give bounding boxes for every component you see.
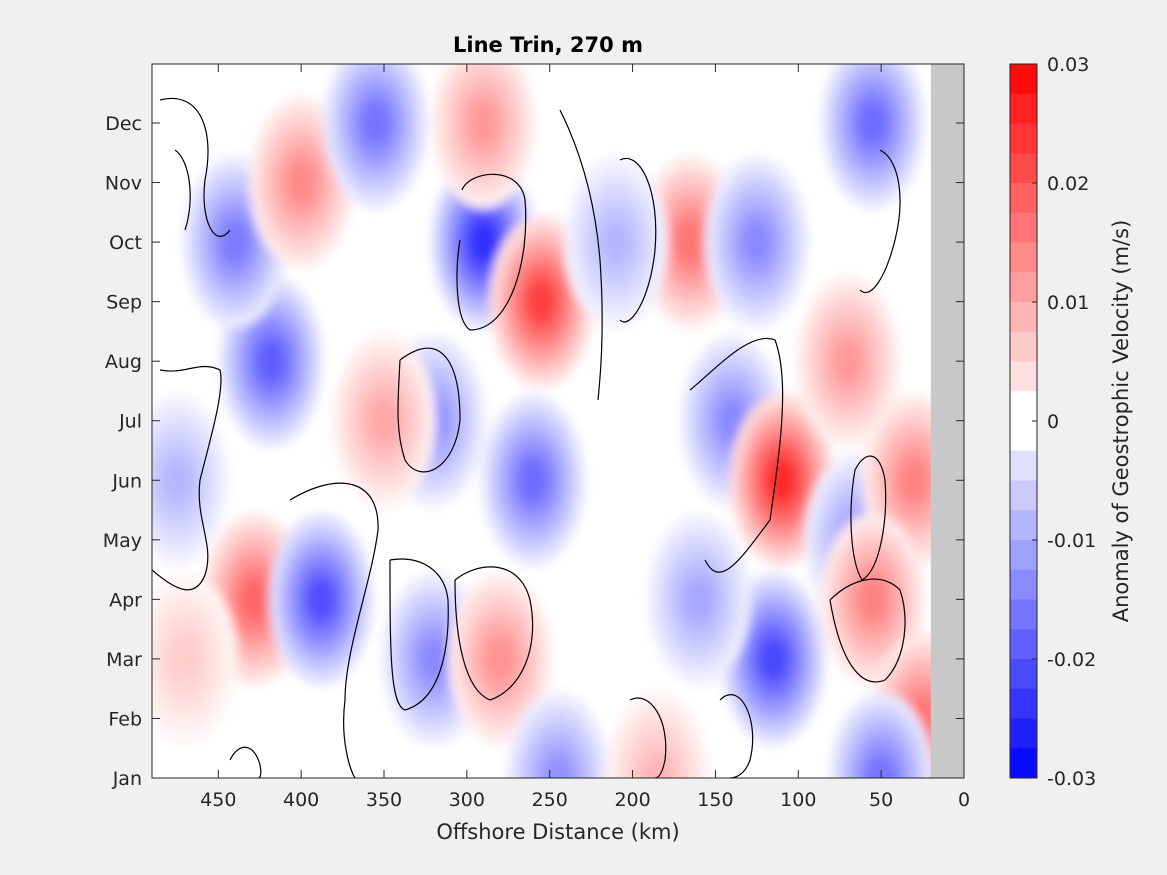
zero-contour bbox=[174, 149, 191, 231]
x-tick-label: 0 bbox=[958, 789, 970, 811]
colorbar-level bbox=[1010, 688, 1037, 719]
colorbar-level bbox=[1010, 183, 1037, 214]
zero-contour bbox=[159, 97, 231, 237]
anomaly-blob bbox=[152, 394, 229, 567]
colorbar-level bbox=[1010, 748, 1037, 779]
x-tick-label: 100 bbox=[780, 789, 816, 811]
y-tick-label: Jul bbox=[118, 411, 142, 433]
y-tick-label: Sep bbox=[106, 292, 142, 314]
anomaly-blob bbox=[182, 156, 287, 329]
colorbar-level bbox=[1010, 123, 1037, 154]
colorbar-label: Anomaly of Geostrophic Velocity (m/s) bbox=[1109, 220, 1133, 623]
colorbar-level bbox=[1010, 302, 1037, 333]
anomaly-blob bbox=[481, 394, 586, 567]
x-tick-label: 150 bbox=[697, 789, 733, 811]
zero-contour bbox=[389, 558, 449, 711]
anomaly-blob bbox=[796, 275, 900, 448]
colorbar-level bbox=[1010, 93, 1037, 124]
colorbar-tick-label: 0.03 bbox=[1047, 54, 1089, 76]
zero-contour bbox=[559, 109, 603, 401]
anomaly-blob bbox=[431, 64, 536, 209]
colorbar-level bbox=[1010, 569, 1037, 600]
colorbar-tick-label: -0.03 bbox=[1047, 768, 1096, 790]
anomaly-blob bbox=[506, 692, 610, 778]
colorbar-level bbox=[1010, 361, 1037, 392]
colorbar-level bbox=[1010, 480, 1037, 511]
colorbar-tick-label: 0.02 bbox=[1047, 173, 1089, 195]
anomaly-blob bbox=[829, 692, 934, 778]
colorbar-level bbox=[1010, 421, 1037, 452]
colorbar-level bbox=[1010, 212, 1037, 243]
chart-title: Line Trin, 270 m bbox=[453, 33, 643, 57]
anomaly-blob bbox=[820, 64, 925, 209]
y-tick-label: Apr bbox=[109, 589, 142, 611]
anomaly-blob bbox=[323, 64, 428, 209]
zero-contour bbox=[619, 157, 657, 323]
y-tick-label: Jun bbox=[111, 470, 142, 492]
x-tick-label: 450 bbox=[200, 789, 236, 811]
y-tick-label: Aug bbox=[105, 351, 142, 373]
colorbar-level bbox=[1010, 629, 1037, 660]
anomaly-blob bbox=[489, 215, 594, 388]
anomaly-blob bbox=[564, 156, 668, 329]
anomaly-blob bbox=[152, 572, 238, 745]
colorbar-level bbox=[1010, 391, 1037, 422]
colorbar-tick-label: 0 bbox=[1047, 411, 1059, 433]
colorbar-level bbox=[1010, 272, 1037, 303]
y-tick-label: Jan bbox=[112, 768, 142, 790]
zero-contour bbox=[456, 173, 527, 331]
anomaly-blob bbox=[729, 394, 834, 567]
zero-contour bbox=[719, 694, 754, 778]
y-tick-label: Feb bbox=[108, 708, 142, 730]
anomaly-blob bbox=[704, 156, 809, 329]
zero-contour bbox=[152, 365, 222, 591]
zero-contour bbox=[229, 746, 262, 778]
colorbar-level bbox=[1010, 599, 1037, 630]
colorbar-level bbox=[1010, 64, 1037, 95]
zero-contour bbox=[829, 578, 906, 683]
anomaly-blob bbox=[249, 96, 354, 269]
zero-contour bbox=[289, 482, 379, 778]
anomaly-blob bbox=[269, 513, 374, 686]
anomaly-blob bbox=[605, 692, 710, 778]
x-tick-label: 300 bbox=[449, 789, 485, 811]
zero-contour bbox=[859, 149, 901, 293]
y-tick-label: Dec bbox=[105, 113, 142, 135]
anomaly-blob bbox=[646, 513, 751, 686]
y-tick-label: May bbox=[103, 530, 142, 552]
y-tick-label: Oct bbox=[109, 232, 142, 254]
colorbar-level bbox=[1010, 331, 1037, 362]
x-tick-label: 250 bbox=[532, 789, 568, 811]
zero-contour bbox=[629, 697, 667, 778]
zero-contour bbox=[397, 347, 461, 473]
y-tick-label: Nov bbox=[105, 173, 142, 195]
zero-contour bbox=[689, 337, 784, 573]
colorbar-level bbox=[1010, 540, 1037, 571]
colorbar-tick-label: -0.01 bbox=[1047, 530, 1096, 552]
zero-contour bbox=[454, 566, 534, 701]
x-tick-label: 50 bbox=[869, 789, 893, 811]
x-tick-label: 350 bbox=[366, 789, 402, 811]
colorbar-level bbox=[1010, 242, 1037, 273]
anomaly-blob bbox=[448, 572, 552, 745]
x-tick-label: 400 bbox=[283, 789, 319, 811]
x-axis-label: Offshore Distance (km) bbox=[436, 820, 679, 844]
colorbar-level bbox=[1010, 718, 1037, 749]
y-tick-label: Mar bbox=[106, 649, 142, 671]
colorbar-tick-label: -0.02 bbox=[1047, 649, 1096, 671]
anomaly-blob bbox=[332, 334, 436, 507]
colorbar-level bbox=[1010, 153, 1037, 184]
anomaly-blob bbox=[721, 572, 826, 745]
colorbar-tick-label: 0.01 bbox=[1047, 292, 1089, 314]
colorbar-level bbox=[1010, 450, 1037, 481]
zero-contour bbox=[850, 455, 887, 581]
colorbar-level bbox=[1010, 510, 1037, 541]
x-tick-label: 200 bbox=[614, 789, 650, 811]
colorbar-level bbox=[1010, 659, 1037, 690]
